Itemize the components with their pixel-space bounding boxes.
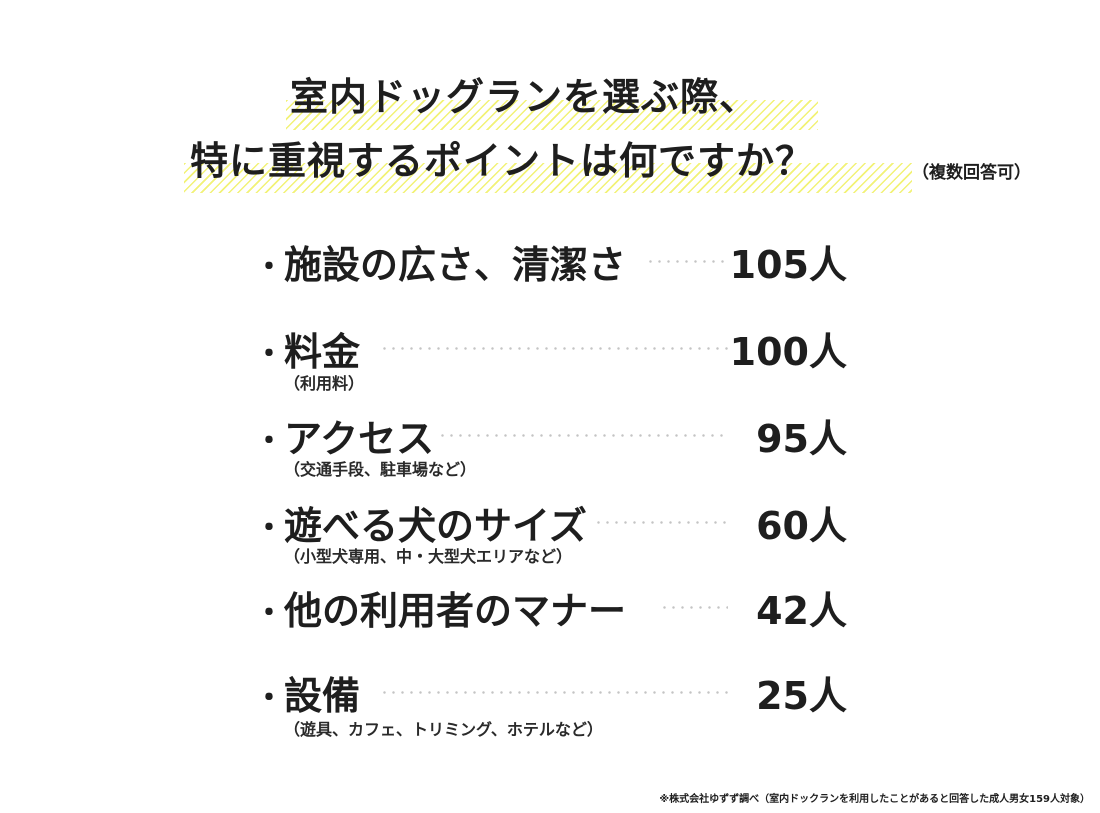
chart-title-line-1: 室内ドッグランを選ぶ際、 — [290, 75, 759, 119]
value-label: 105人 — [729, 243, 847, 287]
category-label: 設備 — [284, 674, 361, 718]
bullet-mark: ・ — [254, 681, 284, 716]
value-label: 42人 — [756, 589, 847, 633]
category-label: 施設の広さ、清潔さ — [284, 243, 627, 287]
title-highlight-line-2 — [184, 163, 912, 193]
leader-dots — [380, 691, 728, 694]
category-label: 遊べる犬のサイズ — [284, 504, 587, 548]
bullet-mark: ・ — [254, 337, 284, 372]
leader-dots — [646, 260, 728, 263]
bullet-mark: ・ — [254, 511, 284, 546]
value-label: 95人 — [756, 417, 847, 461]
category-label: 料金 — [284, 330, 361, 374]
leader-dots — [660, 606, 728, 609]
bullet-mark: ・ — [254, 424, 284, 459]
value-label: 100人 — [729, 330, 847, 374]
leader-dots — [380, 347, 728, 350]
category-sub-label: （遊具、カフェ、トリミング、ホテルなど） — [284, 720, 603, 739]
category-label: アクセス — [284, 417, 435, 461]
value-label: 25人 — [756, 674, 847, 718]
category-sub-label: （利用料） — [284, 374, 365, 393]
chart-subtitle: （複数回答可） — [912, 163, 1031, 183]
value-label: 60人 — [756, 504, 847, 548]
title-highlight-line-1 — [286, 100, 818, 130]
category-sub-label: （小型犬専用、中・大型犬エリアなど） — [284, 547, 573, 566]
bullet-mark: ・ — [254, 596, 284, 631]
bullet-mark: ・ — [254, 250, 284, 285]
chart-title-line-2: 特に重視するポイントは何ですか？ — [190, 139, 815, 183]
leader-dots — [594, 521, 728, 524]
leader-dots — [438, 434, 728, 437]
source-note: ※株式会社ゆずず調べ（室内ドックランを利用したことがあると回答した成人男女159… — [659, 794, 1090, 805]
category-sub-label: （交通手段、駐車場など） — [284, 460, 477, 479]
category-label: 他の利用者のマナー — [284, 589, 627, 633]
